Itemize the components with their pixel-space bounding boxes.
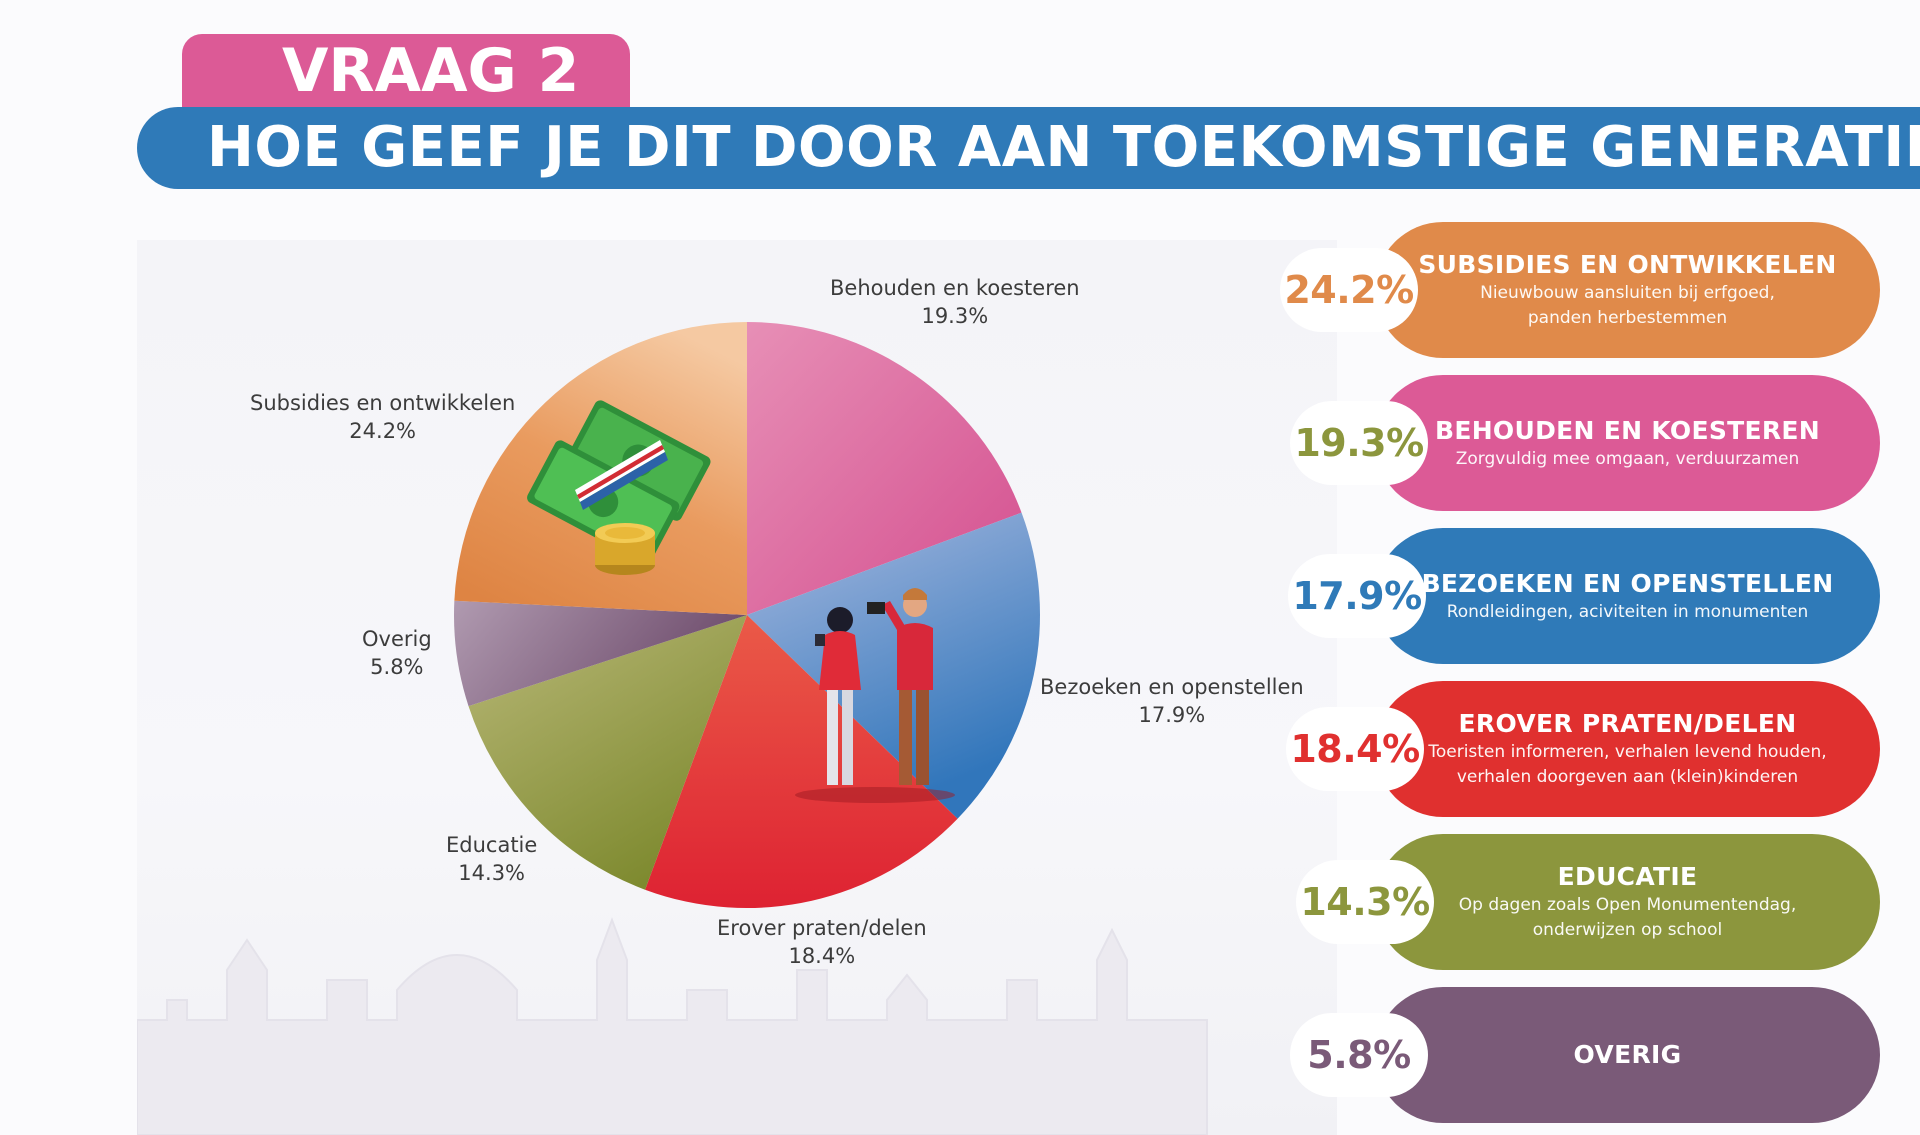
legend-card-pill: BEHOUDEN EN KOESTEREN Zorgvuldig mee omg…	[1375, 375, 1880, 511]
legend-card-title: BEHOUDEN EN KOESTEREN	[1434, 415, 1821, 445]
legend-card-bezoeken: BEZOEKEN EN OPENSTELLEN Rondleidingen, a…	[1280, 528, 1920, 664]
legend-card-desc: Nieuwbouw aansluiten bij erfgoed,	[1480, 283, 1775, 303]
legend-card-percent: 19.3%	[1290, 401, 1428, 485]
pie-label-text: Overig	[362, 627, 432, 651]
legend-card-educatie: EDUCATIE Op dagen zoals Open Monumentend…	[1280, 834, 1920, 970]
legend-card-percent: 18.4%	[1286, 707, 1424, 791]
legend-card-title: BEZOEKEN EN OPENSTELLEN	[1421, 568, 1834, 598]
pie-slice-overig	[454, 600, 747, 707]
legend-card-pill: OVERIG	[1375, 987, 1880, 1123]
pie-label-value: 18.4%	[788, 944, 856, 968]
legend-card-desc: Zorgvuldig mee omgaan, verduurzamen	[1455, 448, 1800, 469]
legend-card-title: EDUCATIE	[1557, 862, 1698, 891]
legend-card-desc: Rondleidingen, aciviteiten in monumenten	[1446, 601, 1809, 622]
pie-label-behouden: Behouden en koesteren 19.3%	[830, 274, 1080, 330]
pie-slice-educatie	[468, 615, 747, 890]
legend-card-erover: EROVER PRATEN/DELEN Toeristen informeren…	[1280, 681, 1920, 817]
pie-label-value: 19.3%	[921, 304, 989, 328]
legend-card-desc: Toeristen informeren, verhalen levend ho…	[1428, 742, 1827, 762]
legend-card-pill: EDUCATIE Op dagen zoals Open Monumentend…	[1375, 834, 1880, 970]
pie-label-subsidies: Subsidies en ontwikkelen 24.2%	[250, 389, 515, 445]
legend-card-percent: 24.2%	[1280, 248, 1418, 332]
legend-card-percent: 14.3%	[1296, 860, 1434, 944]
legend-card-pill: SUBSIDIES EN ONTWIKKELEN Nieuwbouw aansl…	[1375, 222, 1880, 358]
legend-card-desc: verhalen doorgeven aan (klein)kinderen	[1456, 767, 1799, 787]
pie-label-bezoeken: Bezoeken en openstellen 17.9%	[1040, 673, 1304, 729]
legend-card-overig: OVERIG 5.8%	[1280, 987, 1920, 1123]
pie-label-text: Educatie	[446, 833, 538, 857]
legend-card-pill: EROVER PRATEN/DELEN Toeristen informeren…	[1375, 681, 1880, 817]
legend-card-desc: onderwijzen op school	[1532, 920, 1723, 940]
pie-label-text: Behouden en koesteren	[830, 276, 1080, 300]
page-title: HOE GEEF JE DIT DOOR AAN TOEKOMSTIGE GEN…	[207, 115, 1920, 180]
legend-card-pill: BEZOEKEN EN OPENSTELLEN Rondleidingen, a…	[1375, 528, 1880, 664]
legend-card-desc: panden herbestemmen	[1527, 308, 1728, 328]
legend-card-title: EROVER PRATEN/DELEN	[1458, 709, 1797, 738]
legend-card-subsidies: SUBSIDIES EN ONTWIKKELEN Nieuwbouw aansl…	[1280, 222, 1920, 358]
pie-slice-erover-praten-delen	[645, 615, 958, 908]
legend-card-percent: 17.9%	[1288, 554, 1426, 638]
city-skyline-illustration	[137, 917, 1208, 1135]
legend-card-title: SUBSIDIES EN ONTWIKKELEN	[1418, 250, 1837, 279]
pie-label-text: Bezoeken en openstellen	[1040, 675, 1304, 699]
money-illustration	[527, 400, 711, 575]
pie-label-value: 5.8%	[370, 655, 424, 679]
pie-label-value: 14.3%	[458, 861, 526, 885]
legend-card-behouden: BEHOUDEN EN KOESTEREN Zorgvuldig mee omg…	[1280, 375, 1920, 511]
pie-label-overig: Overig 5.8%	[362, 625, 432, 681]
pie-label-educatie: Educatie 14.3%	[446, 831, 537, 887]
pie-label-erover: Erover praten/delen 18.4%	[717, 914, 927, 970]
pie-label-value: 17.9%	[1138, 703, 1206, 727]
pie-label-value: 24.2%	[349, 419, 417, 443]
pie-label-text: Erover praten/delen	[717, 916, 927, 940]
legend-card-desc: Op dagen zoals Open Monumentendag,	[1458, 895, 1797, 915]
pie-label-text: Subsidies en ontwikkelen	[250, 391, 516, 415]
title-banner: HOE GEEF JE DIT DOOR AAN TOEKOMSTIGE GEN…	[137, 107, 1920, 189]
question-tab: VRAAG 2	[182, 34, 630, 118]
people-illustration	[795, 588, 955, 803]
legend-card-title: OVERIG	[1573, 1040, 1682, 1069]
pie-slice-bezoeken-en-openstellen	[747, 512, 1040, 819]
legend-card-percent: 5.8%	[1290, 1013, 1428, 1097]
pie-slice-behouden-en-koesteren	[747, 322, 1022, 615]
